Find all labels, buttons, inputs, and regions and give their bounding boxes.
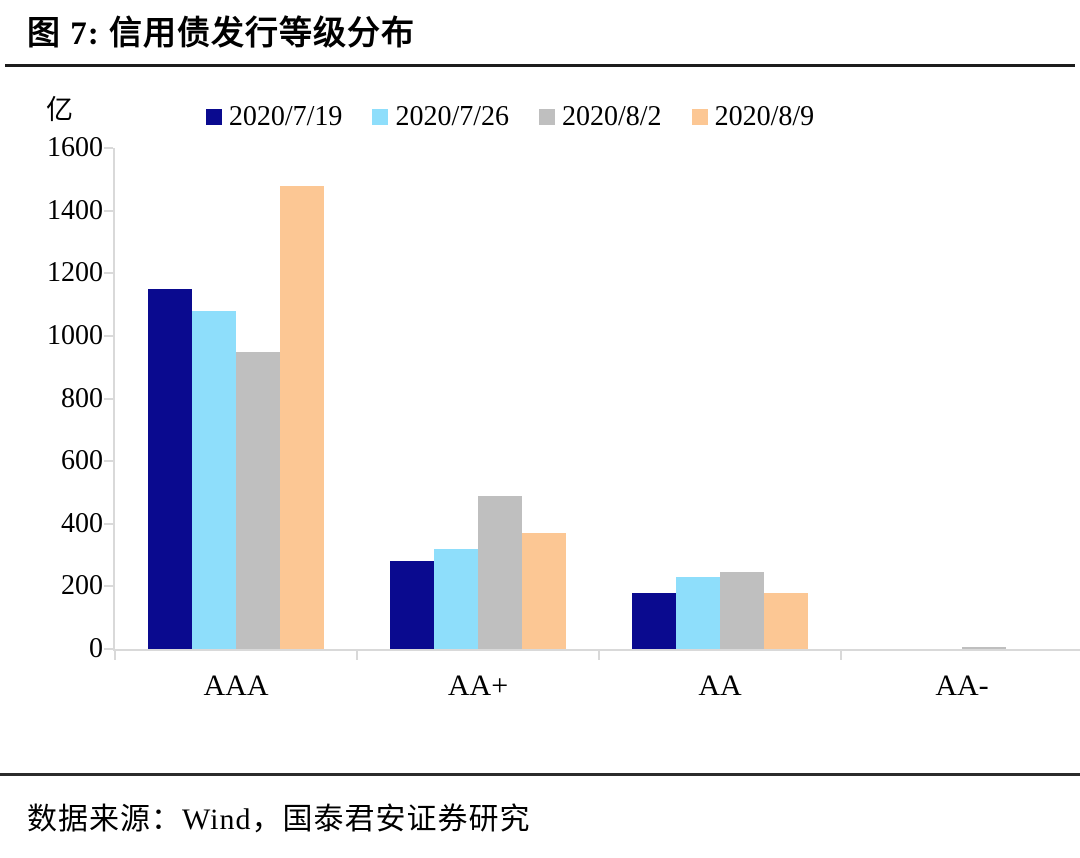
- y-axis-unit-label: 亿: [46, 95, 73, 125]
- legend-series-label: 2020/7/26: [395, 101, 509, 132]
- bar-2020-8-2-AA-: [962, 647, 1006, 649]
- y-axis-tick-mark: [104, 397, 113, 400]
- y-axis-tick-label: 400: [61, 507, 103, 539]
- x-axis-category-label: AAA: [203, 669, 269, 702]
- footer-divider-line: [0, 773, 1080, 776]
- y-axis-tick-mark: [104, 648, 113, 650]
- bar-2020-8-9-AAA: [280, 186, 324, 649]
- figure-title: 图 7: 信用债发行等级分布: [27, 16, 415, 52]
- y-axis-tick-mark: [104, 522, 113, 525]
- bar-2020-8-9-AA: [764, 593, 808, 649]
- bar-2020-7-26-AA+: [434, 549, 478, 649]
- bar-2020-7-19-AA+: [390, 561, 434, 649]
- bar-2020-7-26-AA: [676, 577, 720, 649]
- x-axis-tick-mark: [598, 651, 600, 660]
- x-axis-tick-mark: [356, 651, 358, 660]
- bar-2020-7-19-AA: [632, 593, 676, 649]
- x-axis-category-label: AA+: [447, 669, 509, 702]
- y-axis-tick-mark: [104, 460, 113, 463]
- plot-area: [113, 148, 1080, 651]
- legend-color-swatch: [539, 109, 555, 125]
- bar-2020-7-26-AAA: [192, 311, 236, 649]
- legend-item: 2020/7/26: [372, 100, 509, 134]
- y-axis-tick-mark: [104, 209, 113, 212]
- title-divider-line: [5, 64, 1075, 67]
- y-axis-tick-label: 1000: [47, 319, 103, 351]
- legend-color-swatch: [372, 109, 389, 125]
- legend-item: 2020/8/2: [539, 100, 662, 134]
- legend-color-swatch: [205, 109, 222, 125]
- y-axis-tick-label: 200: [61, 570, 103, 602]
- legend-color-swatch: [691, 109, 708, 125]
- y-axis-tick-mark: [104, 147, 113, 149]
- legend-series-label: 2020/7/19: [228, 101, 343, 132]
- data-source-text: 数据来源：Wind，国泰君安证券研究: [27, 803, 531, 836]
- y-axis-tick-mark: [104, 585, 113, 588]
- y-axis-tick-label: 600: [61, 445, 103, 477]
- x-axis-tick-mark: [114, 651, 116, 660]
- bar-2020-8-2-AA: [720, 572, 764, 649]
- legend-item: 2020/8/9: [691, 100, 815, 134]
- chart-legend: 2020/7/19 2020/7/26 2020/8/2 2020/8/9: [115, 100, 905, 134]
- y-axis-tick-label: 1400: [47, 194, 103, 226]
- y-axis-tick-label: 800: [61, 382, 103, 414]
- y-axis-tick-mark: [104, 334, 113, 337]
- y-axis-tick-mark: [104, 272, 113, 275]
- bar-2020-8-2-AA+: [478, 496, 522, 649]
- bar-2020-7-19-AAA: [148, 289, 192, 649]
- x-axis-category-label: AA-: [935, 669, 989, 702]
- bar-2020-8-9-AA+: [522, 533, 566, 649]
- y-axis-tick-label: 1600: [47, 132, 103, 163]
- y-axis-tick-label: 1200: [47, 257, 103, 289]
- y-axis-tick-label: 0: [89, 633, 103, 664]
- bar-2020-8-2-AAA: [236, 352, 280, 649]
- x-axis-tick-mark: [840, 651, 842, 660]
- x-axis-category-label: AA: [698, 669, 742, 702]
- legend-item: 2020/7/19: [205, 100, 343, 134]
- legend-series-label: 2020/8/9: [714, 101, 815, 132]
- legend-series-label: 2020/8/2: [562, 101, 662, 132]
